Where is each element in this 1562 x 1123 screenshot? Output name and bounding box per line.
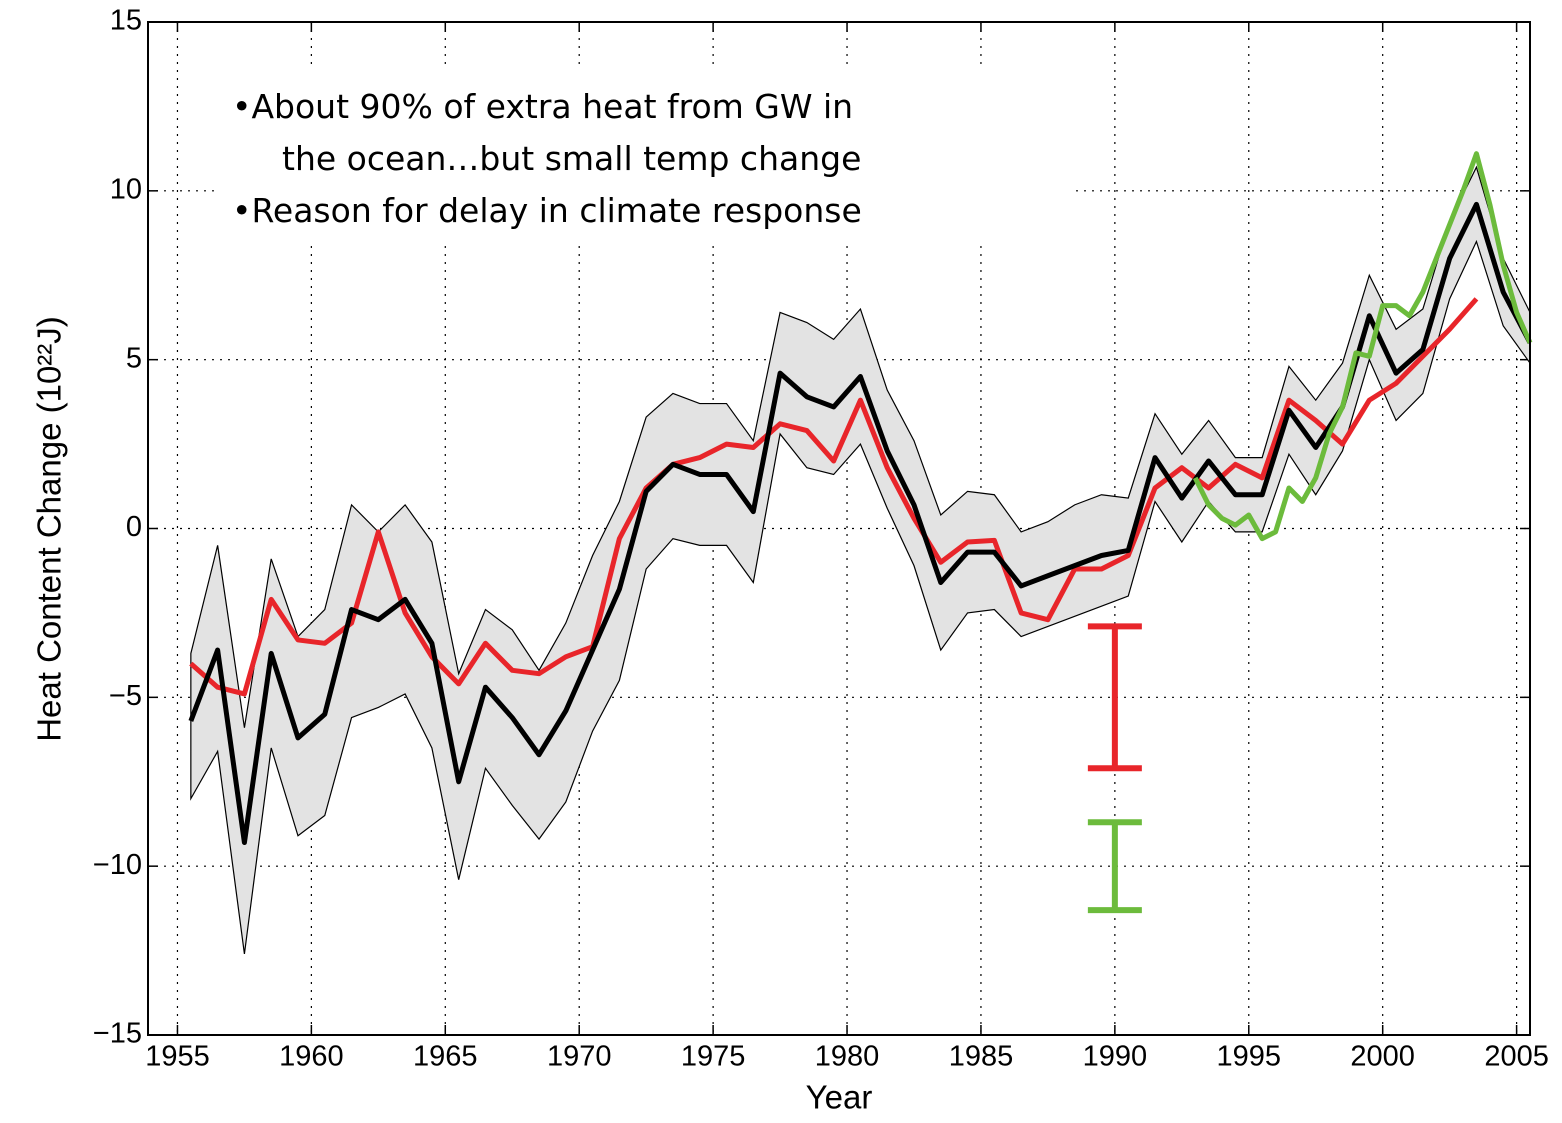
- plot-frame: [147, 21, 1531, 1036]
- y-tick-label: 10: [110, 173, 142, 205]
- x-tick-label: 1960: [279, 1041, 344, 1073]
- y-tick-label: −15: [93, 1018, 142, 1050]
- x-tick-label: 1970: [547, 1041, 612, 1073]
- x-tick-label: 1975: [681, 1041, 746, 1073]
- x-tick-label: 1995: [1217, 1041, 1282, 1073]
- data-line: [188, 201, 1533, 846]
- annotation: •About 90% of extra heat from GW in: [232, 87, 853, 126]
- x-tick-label: 1990: [1083, 1041, 1148, 1073]
- y-tick-label: −10: [93, 849, 142, 881]
- annotation: the ocean…but small temp change: [282, 139, 861, 178]
- y-tick-label: 15: [110, 5, 142, 37]
- x-tick-label: 2000: [1350, 1041, 1415, 1073]
- x-tick-label: 1985: [949, 1041, 1014, 1073]
- x-tick-label: 1965: [413, 1041, 478, 1073]
- data-line: [1192, 151, 1533, 542]
- x-tick-label: 2005: [1484, 1041, 1549, 1073]
- annotation-box: [220, 68, 1075, 240]
- y-tick-label: −5: [109, 680, 142, 712]
- y-tick-label: 5: [126, 342, 142, 374]
- data-line: [189, 297, 1479, 697]
- annotation: •Reason for delay in climate response: [232, 191, 862, 230]
- y-tick-label: 0: [126, 511, 142, 543]
- x-tick-label: 1955: [145, 1041, 210, 1073]
- y-axis-label: Heat Content Change (10²²J): [31, 316, 68, 742]
- x-tick-label: 1980: [815, 1041, 880, 1073]
- x-axis-label: Year: [806, 1079, 873, 1116]
